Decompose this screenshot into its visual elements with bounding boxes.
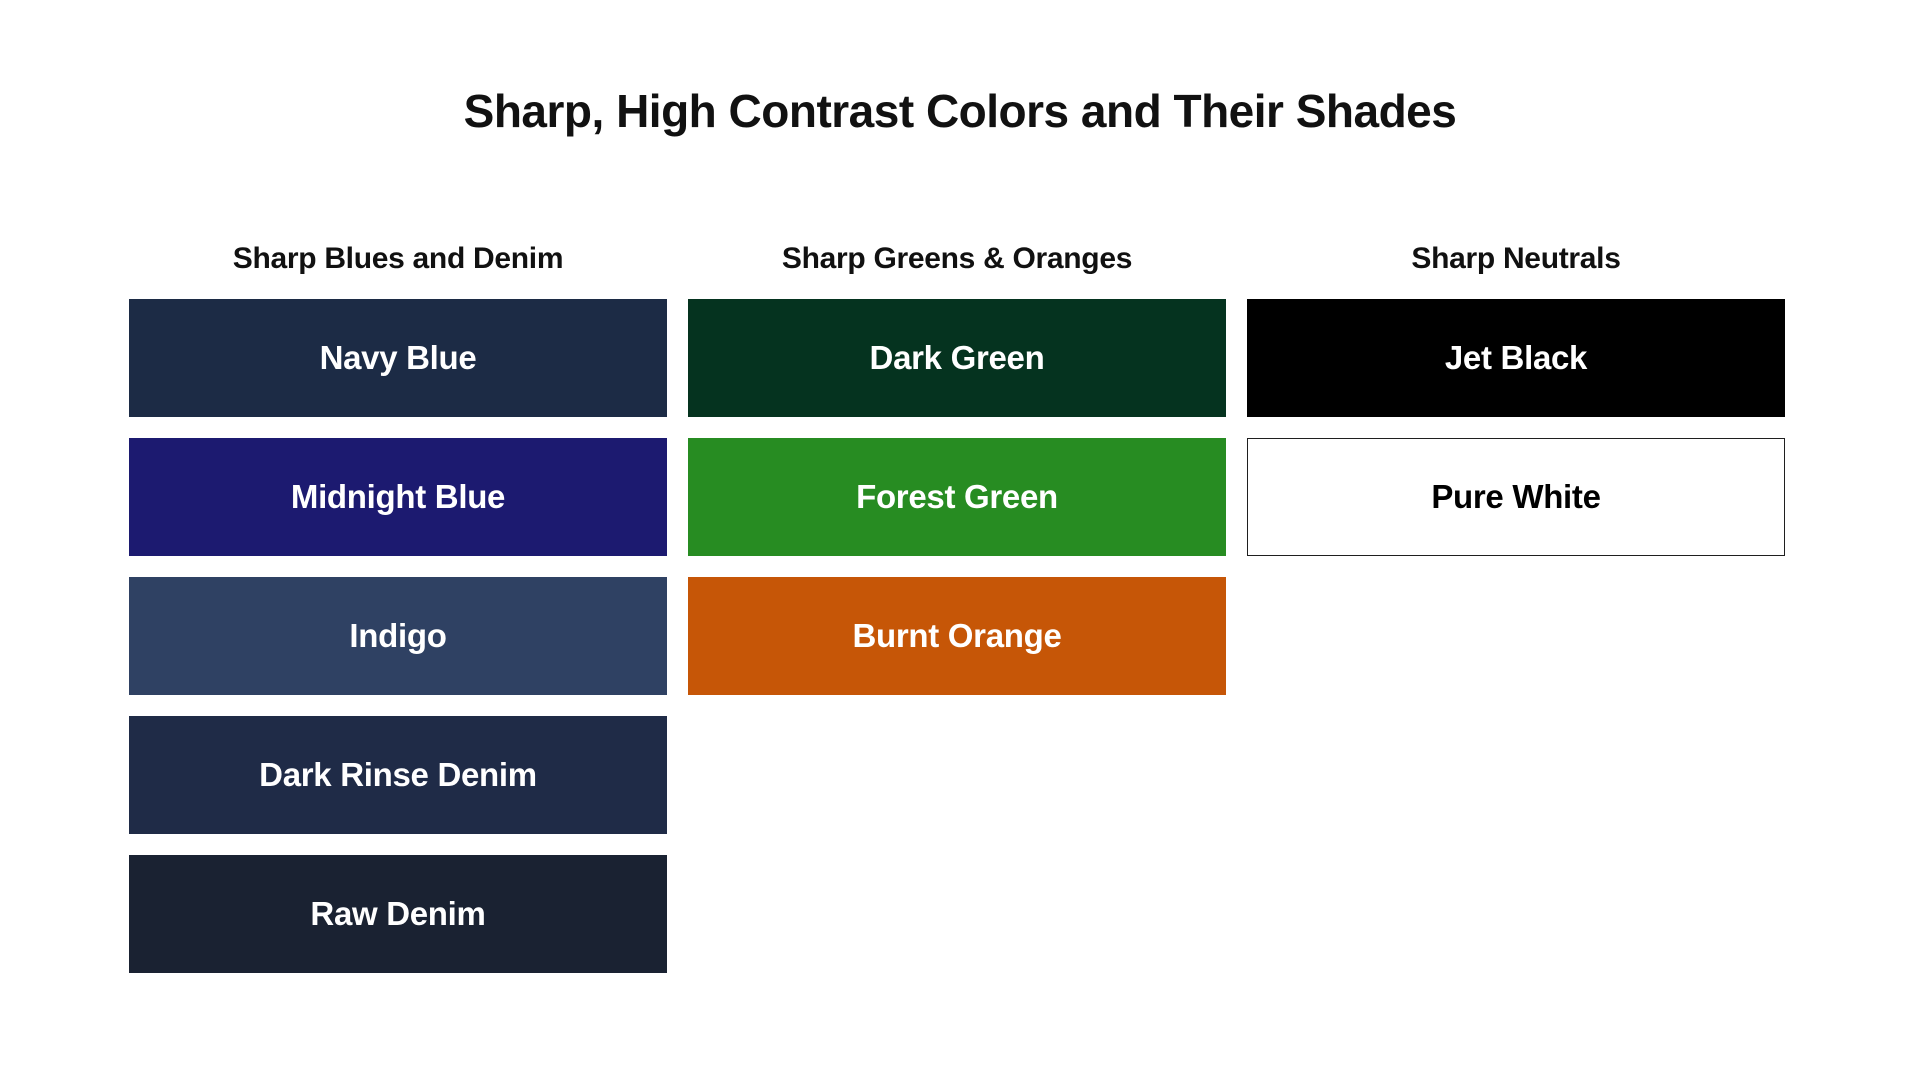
swatch-label-raw-denim: Raw Denim [310, 895, 486, 932]
column-greens-and-oranges: Sharp Greens & Oranges Dark Green Forest… [688, 238, 1226, 994]
swatch-label-burnt-orange: Burnt Orange [852, 617, 1062, 654]
swatch-raw-denim: Raw Denim [129, 855, 667, 973]
palette-grid: Sharp Blues and Denim Navy Blue Midnight… [129, 238, 1785, 994]
swatch-label-dark-green: Dark Green [869, 339, 1045, 376]
swatch-label-indigo: Indigo [349, 617, 447, 654]
column-header-blues-and-denim: Sharp Blues and Denim [232, 242, 564, 275]
swatch-indigo: Indigo [129, 577, 667, 695]
column-neutrals: Sharp Neutrals Jet Black Pure White [1247, 238, 1785, 994]
swatch-burnt-orange: Burnt Orange [688, 577, 1226, 695]
swatch-label-forest-green: Forest Green [856, 478, 1058, 515]
swatch-jet-black: Jet Black [1247, 299, 1785, 417]
page-title: Sharp, High Contrast Colors and Their Sh… [463, 85, 1457, 137]
swatch-forest-green: Forest Green [688, 438, 1226, 556]
swatch-label-midnight-blue: Midnight Blue [290, 478, 506, 515]
swatch-navy-blue: Navy Blue [129, 299, 667, 417]
column-header-greens-and-oranges: Sharp Greens & Oranges [781, 242, 1133, 275]
swatch-dark-rinse-denim: Dark Rinse Denim [129, 716, 667, 834]
column-blues-and-denim: Sharp Blues and Denim Navy Blue Midnight… [129, 238, 667, 994]
swatch-label-pure-white: Pure White [1431, 478, 1601, 515]
swatch-label-dark-rinse-denim: Dark Rinse Denim [259, 756, 537, 793]
swatch-label-navy-blue: Navy Blue [319, 339, 477, 376]
column-header-neutrals: Sharp Neutrals [1411, 242, 1621, 275]
swatch-dark-green: Dark Green [688, 299, 1226, 417]
swatch-label-jet-black: Jet Black [1444, 339, 1588, 376]
swatch-midnight-blue: Midnight Blue [129, 438, 667, 556]
swatch-pure-white: Pure White [1247, 438, 1785, 556]
